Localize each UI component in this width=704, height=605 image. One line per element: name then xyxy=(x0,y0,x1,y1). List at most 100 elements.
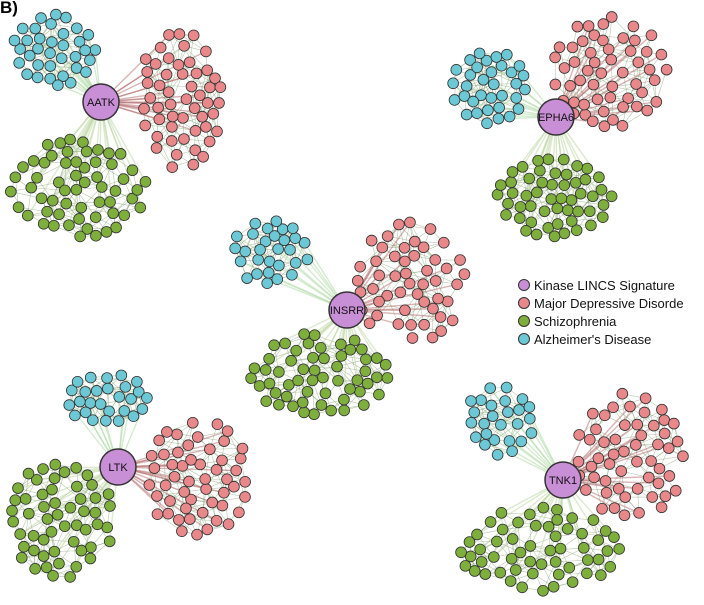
mdd-node xyxy=(649,75,660,86)
scz-node xyxy=(362,378,373,389)
ad-node xyxy=(56,53,67,64)
mdd-node xyxy=(222,426,233,437)
mdd-node xyxy=(140,54,151,65)
ad-node xyxy=(84,55,95,66)
mdd-node xyxy=(409,250,420,261)
scz-node xyxy=(358,400,369,411)
mdd-node xyxy=(617,388,628,399)
mdd-node xyxy=(592,94,603,105)
scz-node xyxy=(28,530,39,541)
scz-node xyxy=(575,188,586,199)
scz-node xyxy=(38,218,49,229)
scz-node xyxy=(600,526,611,537)
mdd-node xyxy=(212,419,223,430)
mdd-node xyxy=(441,263,452,274)
mdd-node xyxy=(455,255,466,266)
scz-node xyxy=(360,366,371,377)
mdd-node xyxy=(644,64,655,75)
scz-node xyxy=(506,177,517,188)
scz-node xyxy=(71,481,82,492)
mdd-node xyxy=(201,121,212,132)
mdd-node xyxy=(173,514,184,525)
scz-node xyxy=(90,157,101,168)
mdd-node xyxy=(166,121,177,132)
mdd-node xyxy=(588,79,599,90)
mdd-node xyxy=(619,420,630,431)
scz-node xyxy=(19,541,30,552)
ad-node xyxy=(114,391,125,402)
ad-node xyxy=(17,23,28,34)
scz-node xyxy=(577,528,588,539)
mdd-node xyxy=(670,485,681,496)
mdd-node xyxy=(575,75,586,86)
scz-node xyxy=(39,502,50,513)
mdd-node xyxy=(212,126,223,137)
scz-node xyxy=(316,400,327,411)
scz-node xyxy=(566,195,577,206)
ad-node xyxy=(120,381,131,392)
mdd-node xyxy=(179,40,190,51)
scz-node xyxy=(524,173,535,184)
scz-node xyxy=(530,520,541,531)
scz-node xyxy=(75,231,86,242)
ad-node xyxy=(116,370,127,381)
mdd-node xyxy=(625,401,636,412)
mdd-node xyxy=(550,79,561,90)
mdd-node xyxy=(639,407,650,418)
mdd-node xyxy=(200,474,211,485)
mdd-node xyxy=(201,46,212,57)
mdd-node xyxy=(235,453,246,464)
mdd-node xyxy=(229,481,240,492)
scz-node xyxy=(371,353,382,364)
ad-node xyxy=(518,70,529,81)
ad-node xyxy=(488,79,499,90)
mdd-node xyxy=(237,443,248,454)
ad-node xyxy=(466,417,477,428)
scz-node xyxy=(302,386,313,397)
hub-label: INSRR xyxy=(330,305,364,317)
scz-node xyxy=(559,180,570,191)
scz-node xyxy=(87,479,98,490)
mdd-node xyxy=(188,159,199,170)
scz-node xyxy=(581,568,592,579)
mdd-node xyxy=(163,53,174,64)
scz-node xyxy=(47,484,58,495)
mdd-node xyxy=(559,63,570,74)
mdd-node xyxy=(401,268,412,279)
ad-node xyxy=(253,254,264,265)
scz-node xyxy=(593,535,604,546)
scz-node xyxy=(140,176,151,187)
mdd-node xyxy=(428,303,439,314)
scz-node xyxy=(86,542,97,553)
mdd-node xyxy=(659,415,670,426)
mdd-node xyxy=(605,92,616,103)
mdd-node xyxy=(366,235,377,246)
scz-node xyxy=(578,542,589,553)
mdd-node xyxy=(574,430,585,441)
mdd-node xyxy=(152,491,163,502)
scz-node xyxy=(291,345,302,356)
mdd-node xyxy=(155,42,166,53)
scz-node xyxy=(65,502,76,513)
mdd-node xyxy=(653,439,664,450)
scz-node xyxy=(597,212,608,223)
scz-node xyxy=(42,139,53,150)
legend-swatch-scz xyxy=(518,315,530,327)
mdd-node xyxy=(368,284,379,295)
mdd-node xyxy=(201,484,212,495)
mdd-node xyxy=(664,471,675,482)
mdd-node xyxy=(217,500,228,511)
ad-node xyxy=(524,402,535,413)
ad-node xyxy=(461,81,472,92)
scz-node xyxy=(8,516,19,527)
legend-label-scz: Schizophrenia xyxy=(534,314,616,329)
ad-node xyxy=(290,257,301,268)
ad-node xyxy=(449,95,460,106)
mdd-node xyxy=(223,519,234,530)
scz-node xyxy=(552,504,563,515)
mdd-node xyxy=(584,434,595,445)
ad-node xyxy=(504,436,515,447)
mdd-node xyxy=(400,305,411,316)
scz-node xyxy=(79,177,90,188)
mdd-node xyxy=(607,81,618,92)
